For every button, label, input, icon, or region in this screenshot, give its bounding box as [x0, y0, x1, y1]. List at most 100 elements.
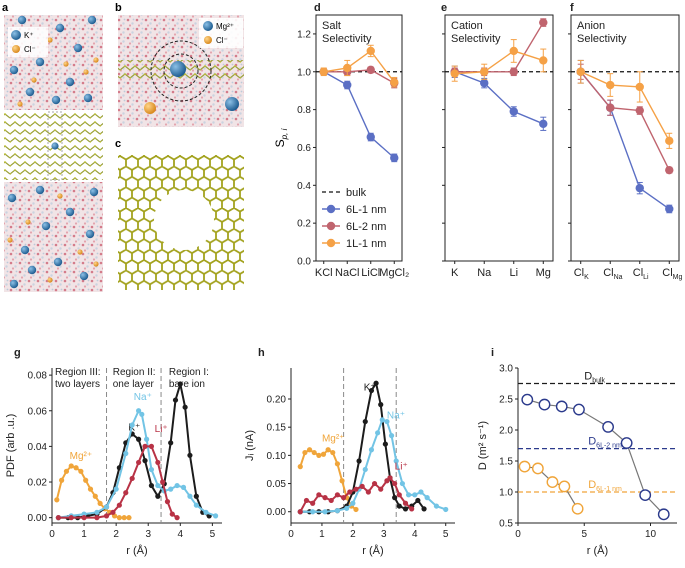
data-point: [187, 493, 193, 499]
ylabel-sub: p, i: [280, 128, 289, 140]
magnesium-ion: [170, 61, 186, 77]
plot-frame: [570, 14, 680, 262]
data-point: [136, 436, 142, 442]
data-point: [341, 495, 347, 501]
data-point: [54, 497, 60, 503]
x-tick-label: 10: [645, 529, 657, 540]
y-tick-label: 0.06: [28, 406, 48, 417]
data-point: [302, 449, 308, 456]
cl-ion: [63, 61, 69, 67]
reference-label: Dbulk: [584, 371, 605, 385]
data-point: [339, 478, 345, 484]
data-point: [310, 500, 316, 506]
data-point: [303, 497, 310, 504]
x-axis-label: r (Å): [126, 544, 147, 557]
data-point: [113, 486, 119, 492]
data-point: [334, 508, 341, 514]
reference-label: D6L-2 nm: [588, 436, 622, 450]
x-tick-label: 4: [178, 529, 184, 540]
x-tick-label-base: Cl: [633, 267, 643, 279]
x-tick-label: 1: [81, 529, 87, 540]
outer-shell-ring: [150, 40, 212, 102]
data-point: [126, 515, 132, 521]
data-point: [328, 497, 334, 504]
legend-label: 1L-1 nm: [346, 238, 386, 250]
data-point: [392, 480, 398, 487]
data-point: [139, 411, 145, 417]
k-ion: [85, 229, 95, 239]
data-point: [155, 493, 161, 499]
data-point: [297, 464, 303, 470]
data-point: [378, 402, 384, 408]
data-point: [635, 82, 644, 92]
data-point: [390, 77, 399, 87]
data-point: [155, 459, 161, 466]
data-point: [172, 397, 179, 403]
data-point: [620, 437, 633, 449]
y-axis-label: PDF (arb .u.): [5, 414, 17, 478]
data-point: [73, 465, 79, 471]
y-tick-label: 3.0: [499, 364, 513, 375]
data-point: [344, 505, 350, 511]
data-point: [320, 451, 327, 457]
data-point: [362, 418, 368, 425]
x-tick-label-base: Cl: [574, 267, 584, 279]
plot-frame: [315, 14, 403, 262]
data-point: [399, 480, 405, 487]
data-point: [382, 441, 388, 447]
x-tick-label: 0: [49, 529, 55, 540]
data-point: [387, 475, 393, 481]
data-point: [359, 483, 365, 489]
series-label: K⁺: [364, 383, 376, 394]
x-tick-label: KCl: [315, 267, 333, 279]
k-ion: [17, 15, 27, 25]
region-label: bare ion: [169, 379, 205, 390]
legend-label: 6L-1 nm: [346, 204, 386, 216]
data-point: [148, 482, 155, 489]
panel-g: g 0.00 0.02 0.04 0.06 0.08 0 1 2 3 4 5 r (Å) PDF (arb…: [5, 347, 222, 557]
data-point: [392, 495, 398, 501]
data-point: [405, 492, 412, 498]
data-point: [310, 509, 316, 515]
data-point: [129, 475, 135, 482]
reference-label: D6L-1 nm: [588, 479, 622, 493]
k-ion: [65, 77, 75, 87]
reference-label-base: D: [588, 436, 596, 448]
data-point: [174, 515, 180, 521]
data-point: [306, 447, 313, 453]
legend-mg: Mg²⁺: [216, 22, 234, 31]
data-point: [83, 477, 89, 483]
data-point: [343, 63, 352, 73]
legend-swatch-dot: [326, 204, 336, 214]
x-tick-label-sub: K: [584, 274, 589, 281]
data-point: [187, 452, 193, 458]
x-tick-label: NaCl: [335, 267, 359, 279]
x-axis-label: r (Å): [587, 544, 608, 557]
x-tick-label: 4: [412, 529, 418, 540]
data-point: [148, 466, 155, 473]
reference-label-sub: 6L-2 nm: [596, 443, 622, 450]
data-point: [322, 509, 328, 515]
data-point: [68, 515, 74, 521]
x-tick-label: 5: [443, 529, 449, 540]
panel-e: e Cation Selectivity K Na Li Mg: [441, 2, 554, 279]
k-ion: [27, 265, 37, 275]
k-ion: [83, 93, 93, 103]
chloride-icon-b: [204, 36, 212, 44]
data-point: [55, 515, 62, 521]
data-point: [212, 513, 219, 519]
data-point: [347, 489, 353, 495]
data-point: [539, 18, 548, 27]
data-point: [509, 46, 518, 56]
region-label: Region I:: [169, 367, 209, 378]
x-tick-label: ClNa: [603, 267, 622, 281]
x-tick-label: K: [451, 267, 459, 279]
data-point: [116, 515, 122, 521]
chart-title: Cation Selectivity: [451, 20, 501, 45]
data-point: [168, 440, 174, 446]
data-point: [297, 509, 303, 515]
data-point: [424, 495, 430, 501]
x-tick-label: 5: [210, 529, 216, 540]
series-line-1L-1nm: [580, 71, 670, 142]
data-point: [635, 183, 644, 193]
